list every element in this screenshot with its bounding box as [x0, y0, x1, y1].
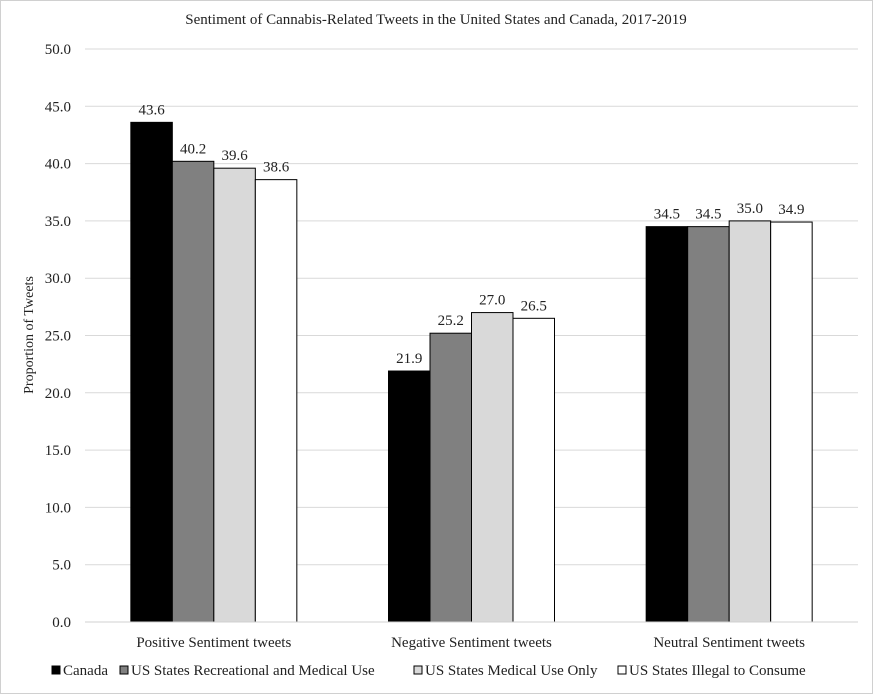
chart-title: Sentiment of Cannabis-Related Tweets in …: [185, 12, 686, 28]
bar: [645, 226, 689, 623]
category-label: Neutral Sentiment tweets: [653, 635, 805, 651]
legend-label: US States Illegal to Consume: [629, 663, 806, 679]
data-label: 25.2: [438, 313, 464, 329]
bar: [770, 221, 813, 623]
category-label: Negative Sentiment tweets: [391, 635, 552, 651]
data-label: 34.9: [778, 202, 804, 218]
category-label: Positive Sentiment tweets: [136, 635, 291, 651]
y-axis-label: Proportion of Tweets: [22, 276, 37, 394]
bar: [130, 121, 173, 623]
legend-swatch: [413, 665, 423, 675]
y-tick-label: 0.0: [52, 615, 71, 631]
bar: [254, 179, 298, 623]
y-tick-label: 35.0: [45, 214, 71, 230]
legend-label: US States Recreational and Medical Use: [131, 663, 375, 679]
bar: [471, 312, 514, 623]
y-axis-ticks: 0.0 5.0 10.0 15.0 20.0 25.0 30.0 35.0 40.0 45.0 50…: [45, 42, 71, 631]
category-labels: Positive Sentiment tweets Negative Sentim…: [136, 635, 805, 651]
legend-swatch: [617, 665, 627, 675]
legend-label: US States Medical Use Only: [425, 663, 598, 679]
data-label: 43.6: [138, 102, 165, 118]
legend-swatch: [119, 665, 129, 675]
y-tick-label: 30.0: [45, 271, 71, 287]
y-tick-label: 15.0: [45, 443, 71, 459]
y-tick-label: 20.0: [45, 386, 71, 402]
data-label: 34.5: [654, 207, 680, 223]
y-tick-label: 50.0: [45, 42, 71, 58]
bars: [130, 121, 813, 623]
bar: [171, 160, 215, 623]
data-label: 27.0: [479, 293, 505, 309]
y-tick-label: 40.0: [45, 157, 71, 173]
bar: [388, 370, 431, 623]
bar: [728, 220, 772, 623]
y-tick-label: 45.0: [45, 99, 71, 115]
data-label: 26.5: [521, 298, 547, 314]
bar: [687, 226, 730, 623]
bar: [213, 167, 256, 623]
legend-swatch: [51, 665, 61, 675]
data-label: 38.6: [263, 160, 290, 176]
legend: Canada US States Recreational and Medical…: [51, 663, 806, 679]
data-labels: 43.6 40.2 39.6 38.6 21.9 25.2 27.0 26.5 34.5 34.5…: [138, 102, 804, 367]
legend-label: Canada: [63, 663, 108, 679]
y-tick-label: 5.0: [52, 558, 71, 574]
y-tick-label: 25.0: [45, 329, 71, 345]
data-label: 40.2: [180, 141, 206, 157]
bar: [512, 317, 555, 623]
data-label: 35.0: [737, 201, 763, 217]
data-label: 21.9: [396, 351, 422, 367]
data-label: 34.5: [695, 207, 721, 223]
data-label: 39.6: [221, 148, 248, 164]
bar: [429, 332, 472, 623]
y-tick-label: 10.0: [45, 500, 71, 516]
